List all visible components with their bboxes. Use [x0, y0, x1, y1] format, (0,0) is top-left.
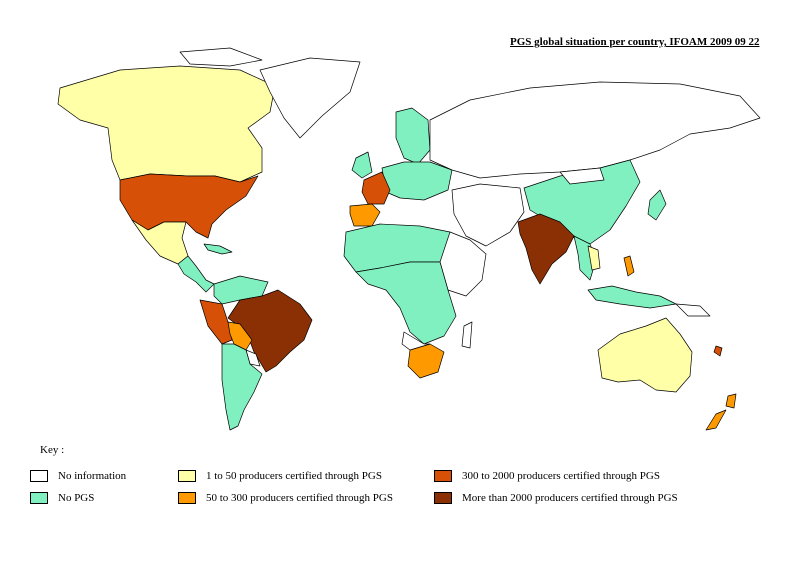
region-peru: [199, 299, 233, 345]
legend-swatch: [30, 470, 48, 482]
region-france: [361, 171, 391, 205]
legend-title: Key :: [40, 444, 65, 456]
region-greenland: [259, 57, 361, 139]
legend-item-2000-plus: More than 2000 producers certified throu…: [434, 492, 678, 504]
region-russia: [429, 81, 761, 179]
legend-label: 50 to 300 producers certified through PG…: [206, 492, 393, 504]
region-central-africa: [355, 261, 457, 345]
region-philippines: [623, 255, 635, 277]
world-map: [57, 47, 761, 431]
region-scandinavia: [395, 107, 431, 165]
legend-item-50-300: 50 to 300 producers certified through PG…: [178, 492, 393, 504]
legend-label: No information: [58, 470, 127, 482]
region-argentina-chile: [221, 343, 263, 431]
legend-label: 300 to 2000 producers certified through …: [462, 470, 660, 482]
legend-swatch: [434, 492, 452, 504]
region-mexico: [131, 219, 189, 265]
region-middle-east: [451, 183, 525, 247]
region-mongolia: [559, 167, 605, 185]
region-png: [675, 303, 711, 317]
region-uk-ireland: [351, 151, 373, 179]
map-title: PGS global situation per country, IFOAM …: [510, 36, 760, 48]
legend-swatch: [434, 470, 452, 482]
region-central-europe: [381, 161, 453, 201]
region-india: [517, 213, 575, 285]
legend-item-no-information: No information: [30, 470, 126, 482]
region-indonesia: [587, 285, 677, 309]
region-canada: [57, 65, 276, 183]
region-central-america: [177, 255, 215, 293]
legend-label: No PGS: [58, 492, 95, 504]
legend-swatch: [178, 470, 196, 482]
legend-swatch: [178, 492, 196, 504]
region-spain: [349, 203, 381, 227]
region-madagascar: [461, 321, 473, 349]
legend-item-no-pgs: No PGS: [30, 492, 94, 504]
region-thailand: [587, 245, 601, 271]
region-caribbean: [203, 243, 233, 255]
region-australia: [597, 317, 693, 393]
region-arctic-islands: [179, 47, 263, 67]
region-new-caledonia: [713, 345, 723, 357]
legend-item-300-2000: 300 to 2000 producers certified through …: [434, 470, 660, 482]
legend-item-1-50: 1 to 50 producers certified through PGS: [178, 470, 382, 482]
legend-label: 1 to 50 producers certified through PGS: [206, 470, 382, 482]
legend-label: More than 2000 producers certified throu…: [462, 492, 678, 504]
region-japan: [647, 189, 667, 221]
legend-swatch: [30, 492, 48, 504]
region-southern-africa: [401, 331, 431, 351]
region-new-zealand: [705, 393, 737, 431]
